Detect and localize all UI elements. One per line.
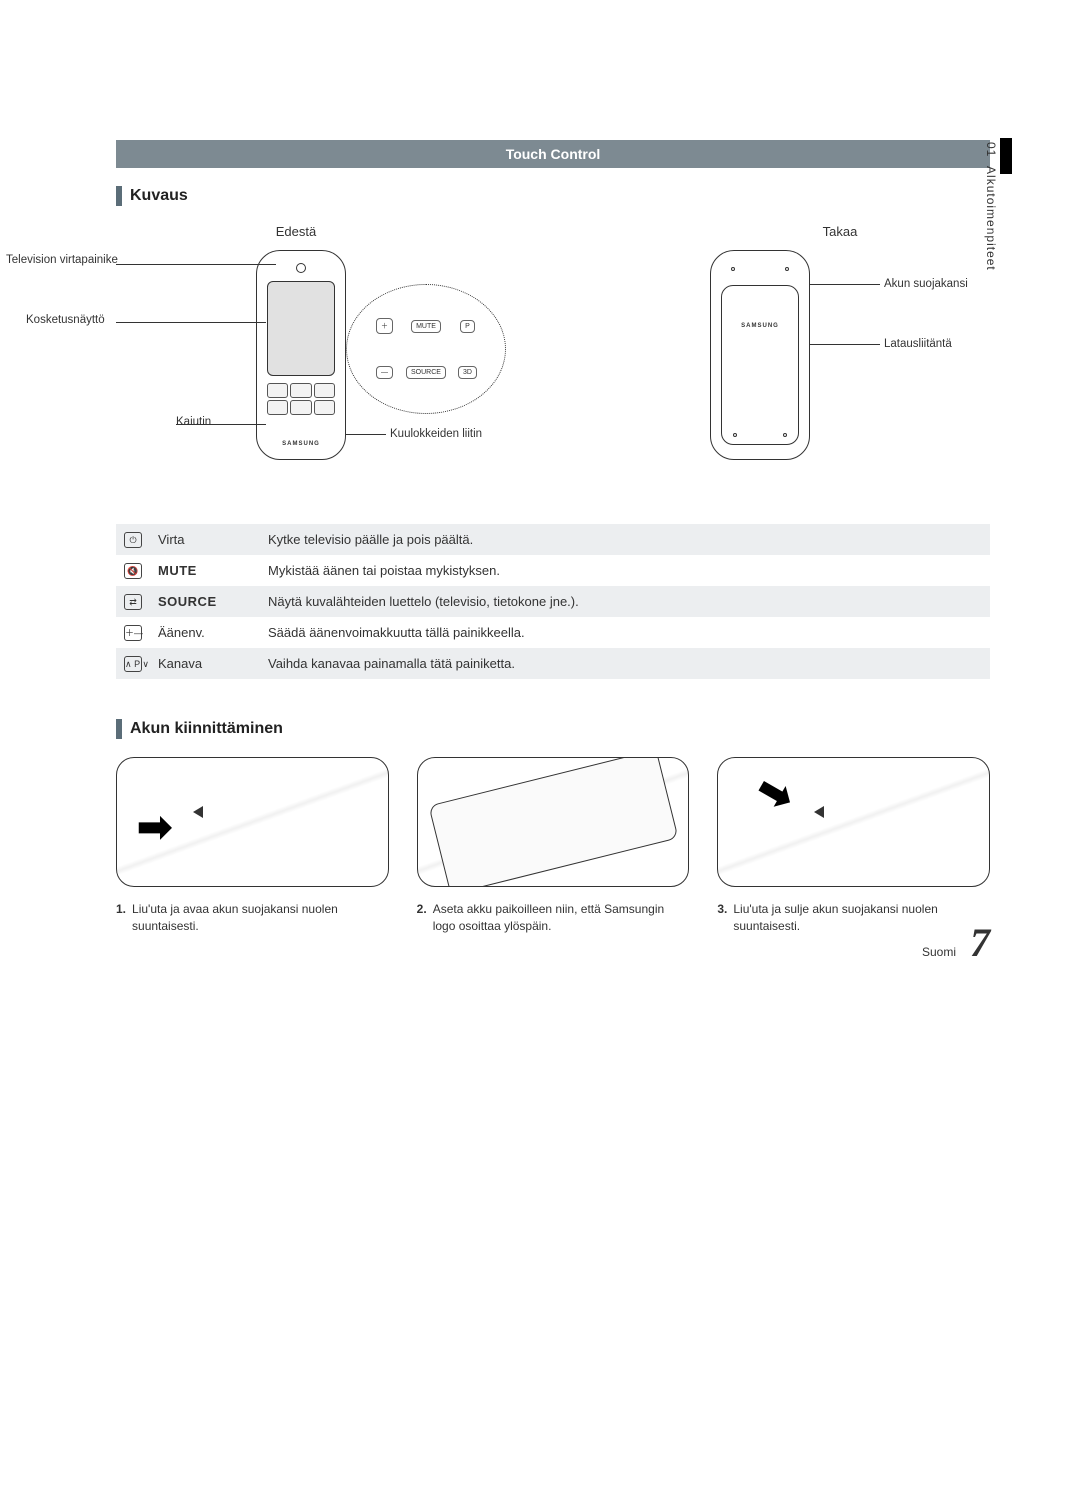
section-title-akun: Akun kiinnittäminen	[116, 719, 990, 739]
footer-page-number: 7	[970, 919, 990, 966]
label-line	[810, 284, 880, 285]
button-icon-cell: ∧ P ∨	[116, 648, 150, 679]
battery-cover-outline	[721, 285, 799, 445]
section-bar-icon	[116, 186, 122, 206]
button-icon: ∧ P ∨	[124, 656, 142, 672]
table-row: ∧ P ∨ KanavaVaihda kanavaa painamalla tät…	[116, 648, 990, 679]
button-name-cell: Kanava	[150, 648, 260, 679]
button-name-cell: Äänenv.	[150, 617, 260, 648]
step-3: ➡ 3. Liu'uta ja sulje akun suojakansi nu…	[717, 757, 990, 936]
step-2-number: 2.	[417, 901, 427, 936]
label-battery-cover: Akun suojakansi	[884, 278, 968, 290]
step-1-text: Liu'uta ja avaa akun suojakansi nuolen s…	[132, 901, 389, 936]
side-tab-marker	[1000, 138, 1012, 174]
brand-logo: SAMSUNG	[257, 441, 345, 447]
section-title-text: Kuvaus	[130, 187, 188, 205]
button-desc-cell: Mykistää äänen tai poistaa mykistyksen.	[260, 555, 990, 586]
device-front-outline: SAMSUNG	[256, 250, 346, 460]
section-title-kuvaus: Kuvaus	[116, 186, 990, 206]
step-2-image	[417, 757, 690, 887]
table-row: ＋— Äänenv.Säädä äänenvoimakkuutta tällä p…	[116, 617, 990, 648]
button-icon: ⇄	[124, 594, 142, 610]
button-icon-cell: 🔇	[116, 555, 150, 586]
step-2-text: Aseta akku paikoilleen niin, että Samsun…	[433, 901, 690, 936]
zoom-circle: ＋ MUTE P — SOURCE 3D	[346, 284, 506, 414]
label-line	[116, 322, 266, 323]
button-icon: 🔇	[124, 563, 142, 579]
label-touchscreen: Kosketusnäyttö	[26, 314, 105, 326]
step-3-image: ➡	[717, 757, 990, 887]
zoom-buttons: ＋ MUTE P — SOURCE 3D	[367, 305, 485, 393]
power-button-icon	[296, 263, 306, 273]
page: 01 Alkutoimenpiteet Touch Control Kuvaus…	[0, 0, 1080, 996]
section-number: 01	[984, 142, 998, 157]
table-row: ⇄ SOURCENäytä kuvalähteiden luettelo (tel…	[116, 586, 990, 617]
step-3-number: 3.	[717, 901, 727, 936]
arrow-left-icon: ➡	[137, 802, 172, 851]
button-icon-cell: ＋—	[116, 617, 150, 648]
label-line	[346, 434, 386, 435]
button-desc-cell: Vaihda kanavaa painamalla tätä painikett…	[260, 648, 990, 679]
zoom-minus-icon: —	[376, 366, 393, 379]
arrow-down-right-icon: ➡	[748, 762, 803, 822]
label-charging: Latausliitäntä	[884, 338, 952, 350]
section-bar-icon	[116, 719, 122, 739]
label-line	[810, 344, 880, 345]
footer-language: Suomi	[922, 945, 956, 959]
device-back-outline: SAMSUNG	[710, 250, 810, 460]
step-1-number: 1.	[116, 901, 126, 936]
front-button-row	[267, 383, 335, 415]
label-power: Television virtapainike	[6, 254, 118, 266]
button-reference-table: ⏻ VirtaKytke televisio päälle ja pois pää…	[116, 524, 990, 679]
front-caption: Edestä	[116, 224, 476, 239]
brand-logo-back: SAMSUNG	[711, 323, 809, 329]
section-title-text: Akun kiinnittäminen	[130, 720, 283, 738]
table-row: 🔇 MUTEMykistää äänen tai poistaa mykistyk…	[116, 555, 990, 586]
step-1: ➡ 1. Liu'uta ja avaa akun suojakansi nuo…	[116, 757, 389, 936]
header-bar: Touch Control	[116, 140, 990, 168]
diagram-front: Edestä SAMSUNG ＋ MUTE P —	[116, 224, 476, 494]
page-footer: Suomi 7	[922, 919, 990, 966]
back-caption: Takaa	[690, 224, 990, 239]
battery-steps: ➡ 1. Liu'uta ja avaa akun suojakansi nuo…	[116, 757, 990, 936]
zoom-plus-icon: ＋	[376, 318, 393, 334]
diagram-back: Takaa SAMSUNG Akun suojakansi Latausliit…	[690, 224, 990, 494]
button-icon-cell: ⇄	[116, 586, 150, 617]
zoom-source-icon: SOURCE	[406, 366, 446, 379]
button-name-cell: Virta	[150, 524, 260, 555]
label-speaker: Kaiutin	[176, 416, 211, 428]
button-desc-cell: Säädä äänenvoimakkuutta tällä painikkeel…	[260, 617, 990, 648]
touchscreen-area	[267, 281, 335, 376]
zoom-3d-icon: 3D	[458, 366, 477, 379]
diagram-row: Edestä SAMSUNG ＋ MUTE P —	[116, 224, 990, 494]
button-name-cell: SOURCE	[150, 586, 260, 617]
button-desc-cell: Kytke televisio päälle ja pois päältä.	[260, 524, 990, 555]
button-desc-cell: Näytä kuvalähteiden luettelo (televisio,…	[260, 586, 990, 617]
label-headphone: Kuulokkeiden liitin	[390, 428, 482, 440]
button-icon: ＋—	[124, 625, 142, 641]
label-line	[116, 264, 276, 265]
step-1-image: ➡	[116, 757, 389, 887]
zoom-p-icon: P	[460, 320, 475, 333]
step-2: 2. Aseta akku paikoilleen niin, että Sam…	[417, 757, 690, 936]
table-row: ⏻ VirtaKytke televisio päälle ja pois pää…	[116, 524, 990, 555]
zoom-mute-icon: MUTE	[411, 320, 441, 333]
button-icon: ⏻	[124, 532, 142, 548]
button-name-cell: MUTE	[150, 555, 260, 586]
button-icon-cell: ⏻	[116, 524, 150, 555]
